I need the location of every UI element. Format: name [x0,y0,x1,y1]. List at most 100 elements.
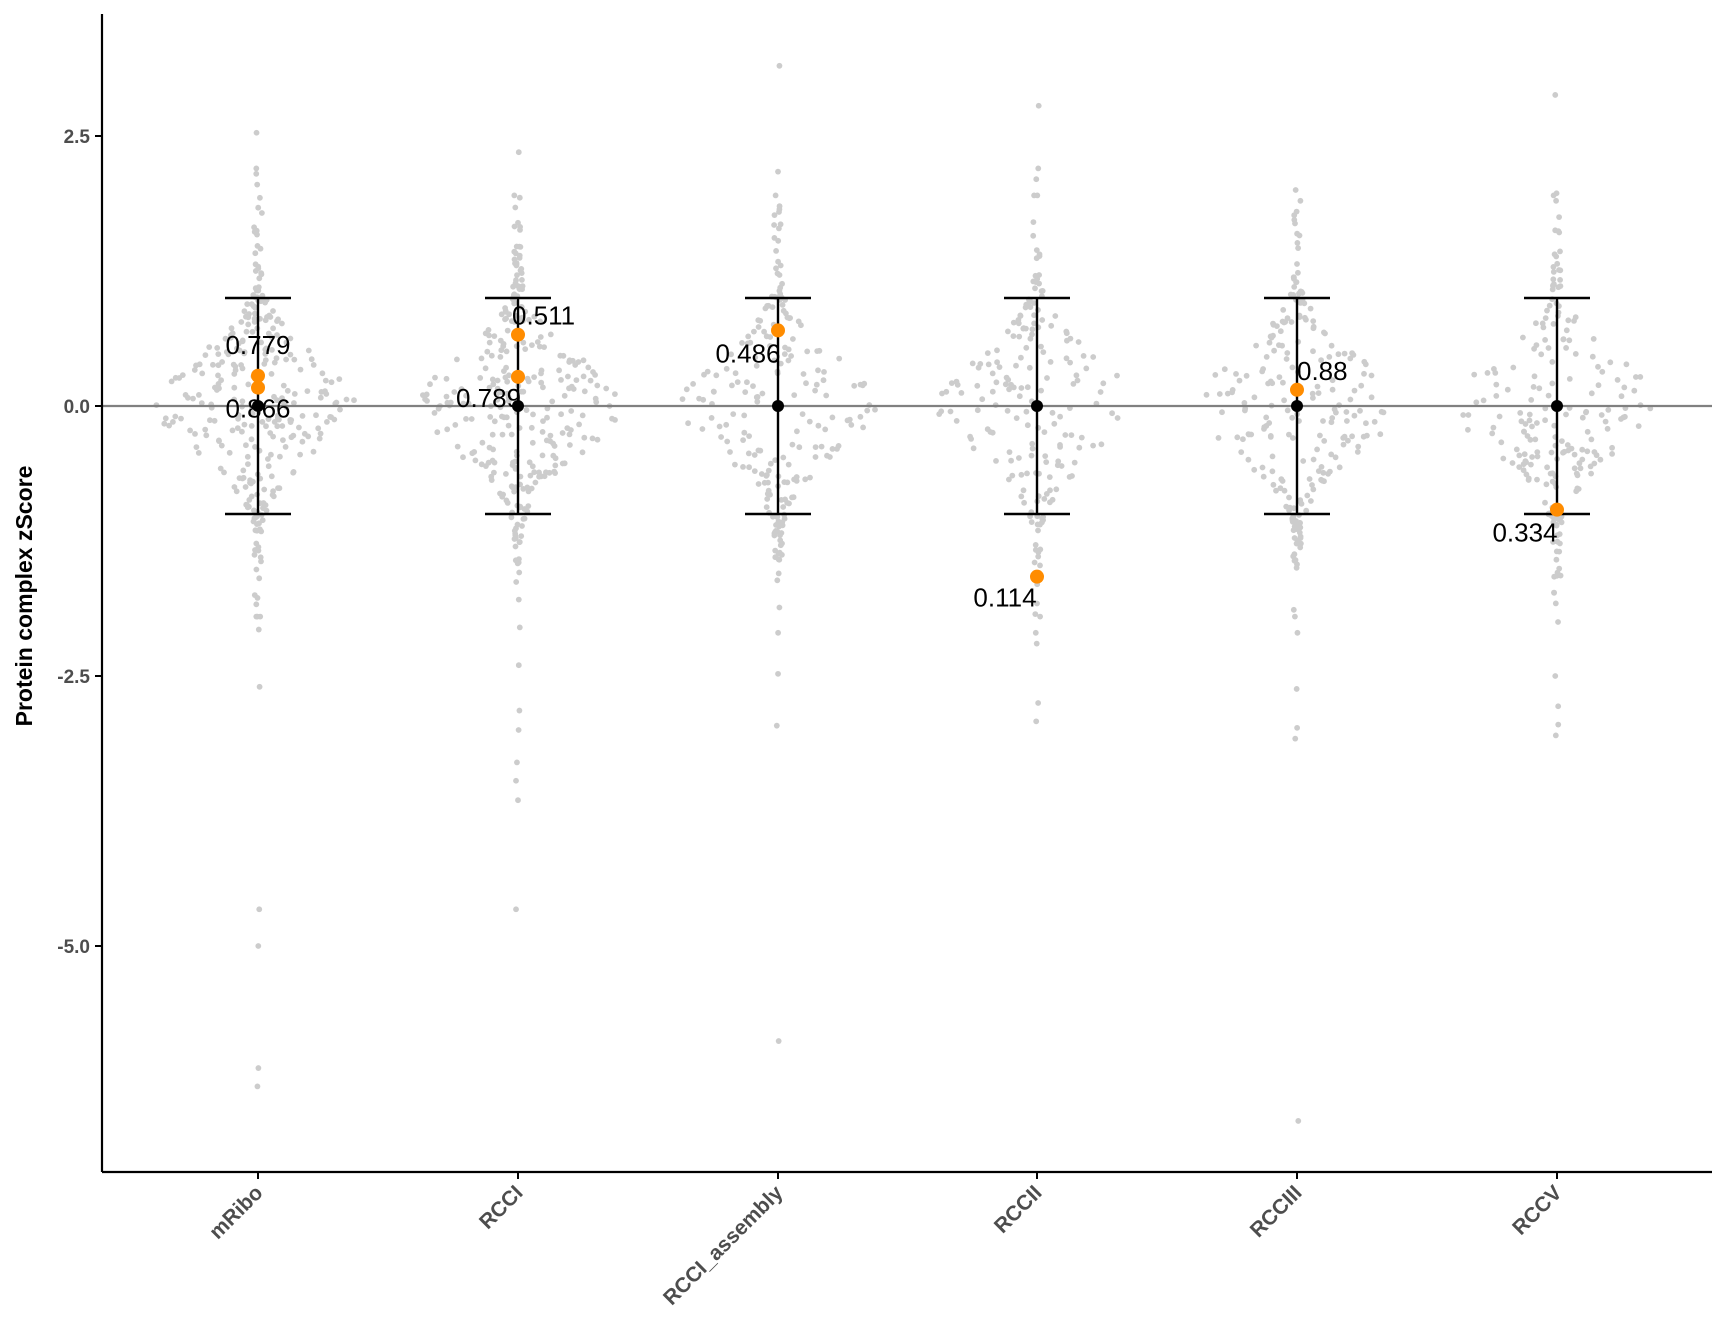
swarm-point [576,421,582,428]
swarm-point [1280,379,1286,386]
swarm-point [1295,269,1301,276]
swarm-point [1290,527,1297,534]
swarm-point [1280,307,1287,313]
swarm-point [193,362,199,369]
swarm-point [1036,280,1042,287]
swarm-point [989,388,996,395]
swarm-point [1266,339,1273,346]
swarm-outlier-point [1552,92,1559,98]
swarm-point [1037,562,1043,569]
swarm-point [1041,429,1048,435]
swarm-point [489,457,496,464]
swarm-point [550,440,556,447]
swarm-point [1371,418,1378,425]
swarm-outlier-point [1295,1118,1302,1124]
swarm-point [796,444,803,451]
swarm-point [228,334,234,341]
swarm-outlier-point [1035,102,1042,109]
swarm-point [1294,261,1300,267]
swarm-point [1328,451,1335,458]
swarm-point [280,382,287,389]
swarm-outlier-point [1552,732,1559,739]
swarm-point [1291,217,1298,223]
swarm-point [579,449,586,456]
swarm-point [1544,464,1550,471]
swarm-point [776,272,783,278]
swarm-point [1327,468,1333,475]
swarm-point [989,370,996,377]
swarm-point [1588,436,1595,443]
swarm-point [1027,304,1034,310]
swarm-point [1029,326,1036,333]
swarm-point [1271,347,1277,354]
swarm-point [1288,319,1295,325]
swarm-point [685,420,691,427]
swarm-point [739,340,745,346]
swarm-point [1281,319,1287,326]
swarm-point [1032,285,1038,292]
swarm-point [234,425,241,431]
swarm-point [239,398,246,405]
swarm-point [230,361,237,368]
swarm-point [1030,219,1037,226]
swarm-outlier-point [1292,735,1299,742]
swarm-point [1584,428,1591,435]
swarm-point [486,339,493,346]
swarm-point [1633,374,1639,380]
swarm-point [241,308,248,315]
swarm-point [696,395,702,402]
swarm-point [252,310,258,317]
swarm-point [1293,279,1299,286]
swarm-outlier-point [253,170,260,177]
error-bar-mRibo [225,296,291,516]
swarm-point [273,355,280,362]
swarm-point [1026,364,1033,371]
swarm-point [746,433,752,439]
swarm-point [989,429,996,436]
swarm-point [259,517,266,524]
swarm-point [443,375,450,382]
swarm-point [860,424,866,431]
swarm-point [513,579,520,585]
highlight-point-label: 0.114 [973,583,1036,613]
swarm-point [271,359,278,366]
swarm-point [216,385,222,392]
swarm-point [500,343,507,350]
swarm-point [1004,407,1011,414]
swarm-point [427,381,433,388]
swarm-point [253,227,260,234]
swarm-point [1602,418,1609,425]
swarm-point [565,373,571,380]
swarm-point [1053,486,1060,493]
swarm-point [979,396,986,403]
swarm-point [1297,197,1304,204]
swarm-point [454,356,460,363]
swarm-point [1363,420,1369,427]
swarm-point [1109,410,1115,417]
swarm-point [1343,409,1350,415]
swarm-point [324,419,330,425]
swarm-point [518,533,525,539]
swarm-point [1294,240,1301,246]
swarm-point [741,429,748,436]
x-tick-label: RCCI_assembly [659,1181,788,1310]
swarm-point [1296,232,1303,239]
swarm-point [585,364,592,371]
swarm-point [529,463,536,470]
swarm-point [268,451,274,458]
swarm-point [503,471,509,477]
swarm-point [1283,356,1290,362]
swarm-point [296,424,302,431]
swarm-point [1583,409,1589,416]
swarm-point [249,410,256,417]
swarm-point [723,365,730,372]
swarm-point [580,357,587,364]
swarm-point [1341,350,1348,357]
swarm-point [305,433,312,440]
swarm-point [771,222,777,228]
swarm-point [559,460,566,467]
swarm-point [1047,499,1053,506]
swarm-point [518,266,525,272]
swarm-point [1028,452,1035,459]
swarm-point [1563,327,1570,334]
